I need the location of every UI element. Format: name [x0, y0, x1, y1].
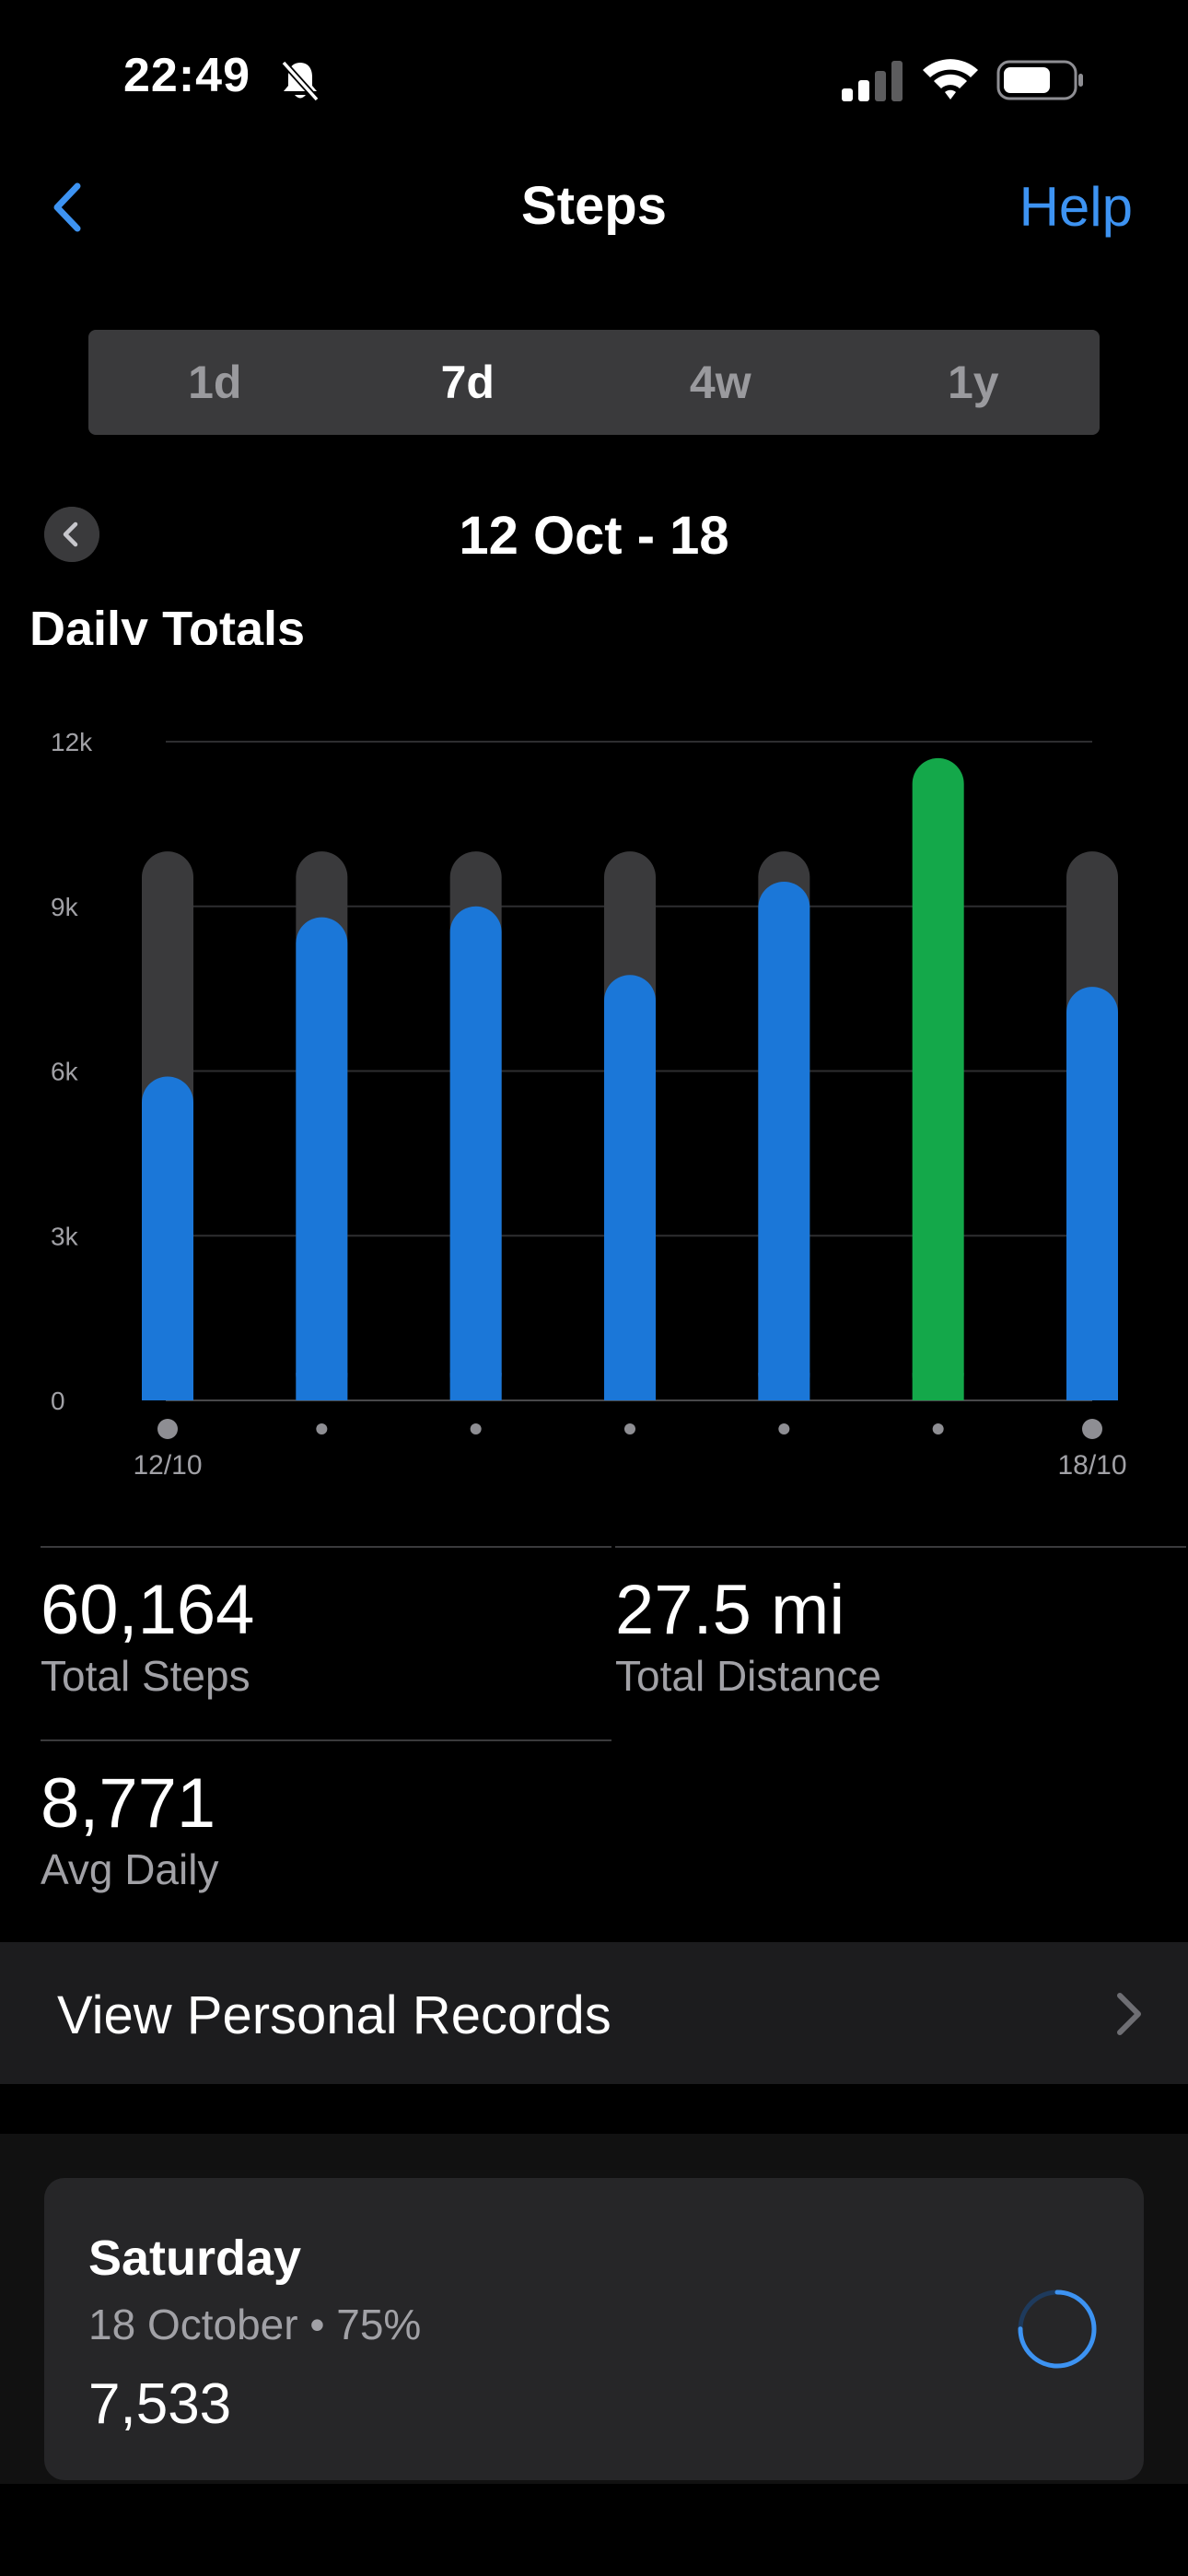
- step-bar-base: [142, 1373, 193, 1400]
- view-personal-records-row[interactable]: View Personal Records: [0, 1942, 1188, 2084]
- total-steps-stat: 60,164 Total Steps: [41, 1546, 611, 1739]
- total-steps-label: Total Steps: [41, 1652, 250, 1700]
- date-range-title: 12 Oct - 18: [459, 506, 729, 566]
- total-distance-value: 27.5 mi: [615, 1571, 845, 1649]
- total-steps-value: 60,164: [41, 1571, 255, 1649]
- step-bar: [912, 757, 964, 1400]
- day-name: Saturday: [88, 2231, 302, 2286]
- step-bar-base: [758, 1373, 810, 1400]
- back-button[interactable]: [41, 175, 96, 240]
- x-tick-dot: [1082, 1419, 1102, 1439]
- avg-daily-label: Avg Daily: [41, 1845, 219, 1893]
- chevron-left-icon: [63, 521, 78, 547]
- previous-range-button[interactable]: [44, 507, 99, 562]
- progress-ring-fill: [1018, 2289, 1097, 2369]
- step-bar-base: [912, 1373, 964, 1400]
- chart-heading-clip: Daily Totals: [29, 580, 582, 645]
- status-time: 22:49: [123, 49, 250, 102]
- y-tick-label: 0: [51, 1387, 65, 1415]
- segment-1d[interactable]: 1d: [188, 357, 242, 408]
- total-distance-stat: 27.5 mi Total Distance: [615, 1546, 1186, 1739]
- cellular-signal-icon: [842, 61, 903, 101]
- segment-4w[interactable]: 4w: [689, 357, 751, 408]
- x-tick-dot: [316, 1423, 328, 1434]
- help-button[interactable]: Help: [1019, 176, 1133, 238]
- step-bar-base: [296, 1373, 348, 1400]
- segment-1y[interactable]: 1y: [947, 357, 999, 408]
- step-bar: [296, 917, 348, 1400]
- x-tick-dot: [778, 1423, 790, 1434]
- y-tick-label: 9k: [51, 893, 79, 921]
- day-date-percent: 18 October • 75%: [88, 2301, 422, 2348]
- status-bar: 22:49: [0, 0, 1188, 157]
- y-tick-label: 12k: [51, 728, 93, 756]
- step-bar: [758, 881, 810, 1400]
- bell-slash-icon: [281, 60, 320, 102]
- y-tick-label: 6k: [51, 1058, 79, 1086]
- wifi-icon: [923, 59, 978, 100]
- x-tick-dot: [157, 1419, 178, 1439]
- chevron-left-icon: [53, 182, 81, 232]
- section-separator: [0, 2084, 1188, 2134]
- steps-bar-chart: 0 3k 6k 9k 12k 12/10 18/10: [51, 728, 1127, 1481]
- progress-ring-icon: [1018, 2289, 1097, 2369]
- battery-icon: [996, 60, 1083, 100]
- step-bar: [449, 906, 502, 1400]
- segment-7d[interactable]: 7d: [440, 357, 495, 408]
- avg-daily-value: 8,771: [41, 1764, 216, 1843]
- avg-daily-stat: 8,771 Avg Daily: [41, 1739, 611, 1933]
- page-title: Steps: [521, 176, 667, 236]
- step-bar-base: [1066, 1373, 1118, 1400]
- x-tick-label: 12/10: [133, 1450, 202, 1481]
- x-tick-dot: [470, 1423, 482, 1434]
- step-bar: [1066, 987, 1118, 1400]
- x-tick-label: 18/10: [1057, 1450, 1126, 1481]
- x-tick-dot: [932, 1423, 944, 1434]
- view-personal-records-label: View Personal Records: [57, 1985, 611, 2045]
- total-distance-label: Total Distance: [615, 1652, 881, 1700]
- chevron-right-icon: [1117, 1993, 1141, 2035]
- day-summary-card[interactable]: Saturday 18 October • 75% 7,533: [44, 2178, 1144, 2480]
- step-bar: [142, 1076, 193, 1400]
- y-tick-label: 3k: [51, 1222, 79, 1250]
- period-segmented-control: 1d 7d 4w 1y: [88, 330, 1100, 435]
- step-bar-base: [449, 1373, 502, 1400]
- step-bar-base: [604, 1373, 656, 1400]
- day-steps: 7,533: [88, 2372, 232, 2436]
- x-tick-dot: [624, 1423, 635, 1434]
- chart-heading: Daily Totals: [29, 602, 306, 645]
- step-bar: [604, 975, 656, 1400]
